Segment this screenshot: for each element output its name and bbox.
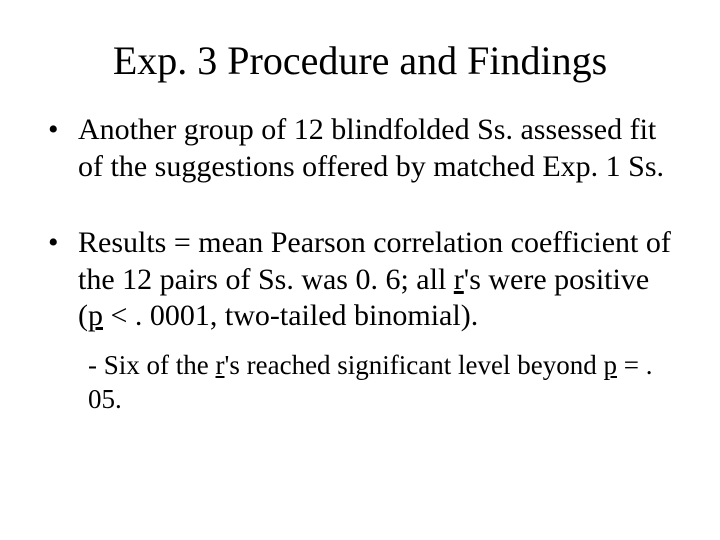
sub-p: p	[603, 350, 617, 380]
bullet-list: Another group of 12 blindfolded Ss. asse…	[40, 112, 680, 416]
bullet-2-r: r	[454, 263, 464, 296]
bullet-item-2: Results = mean Pearson correlation coeff…	[40, 225, 680, 416]
bullet-1-text: Another group of 12 blindfolded Ss. asse…	[78, 113, 664, 183]
sub-mid: 's reached significant level beyond	[225, 350, 604, 380]
bullet-2-post: < . 0001, two-tailed binomial).	[103, 299, 478, 332]
sub-pre: - Six of the	[88, 350, 216, 380]
bullet-item-1: Another group of 12 blindfolded Ss. asse…	[40, 112, 680, 185]
slide: Exp. 3 Procedure and Findings Another gr…	[0, 0, 720, 540]
slide-title: Exp. 3 Procedure and Findings	[40, 38, 680, 84]
sub-bullet: - Six of the r's reached significant lev…	[78, 349, 680, 417]
sub-r: r	[216, 350, 225, 380]
bullet-2-p: p	[88, 299, 103, 332]
